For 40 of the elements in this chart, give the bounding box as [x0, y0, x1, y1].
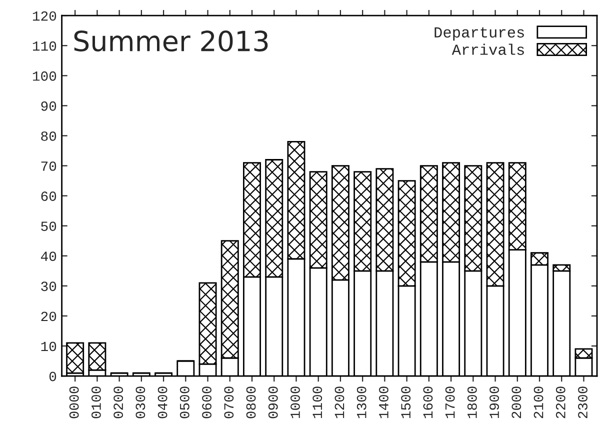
x-tick-label: 1700 — [445, 386, 455, 418]
x-tick-label: 0900 — [268, 386, 278, 418]
y-tick-label: 30 — [41, 282, 56, 292]
x-tick-label: 0600 — [202, 386, 212, 418]
x-tick-label: 2200 — [556, 386, 566, 418]
y-tick-label: 10 — [41, 342, 56, 352]
y-tick-label: 20 — [41, 312, 56, 322]
y-tick-label: 90 — [41, 101, 56, 111]
x-tick-label: 1600 — [423, 386, 433, 418]
x-tick-label: 0400 — [158, 386, 168, 418]
legend-label: Departures — [434, 27, 524, 41]
x-tick-label: 1800 — [467, 386, 477, 418]
x-tick-label: 1900 — [490, 386, 499, 418]
chart-title: Summer 2013 — [74, 30, 268, 52]
x-tick-label: 0500 — [180, 386, 190, 418]
x-tick-label: 1400 — [378, 386, 388, 418]
x-tick-label: 2300 — [578, 386, 588, 418]
x-tick-label: 0800 — [246, 386, 256, 418]
y-tick-label: 100 — [32, 71, 56, 81]
x-tick-label: 1200 — [334, 386, 344, 418]
x-tick-label: 0200 — [114, 386, 124, 418]
x-tick-label: 0300 — [136, 386, 146, 418]
y-tick-label: 120 — [32, 11, 56, 21]
legend-label: Arrivals — [452, 44, 524, 55]
x-tick-label: 2000 — [512, 386, 522, 418]
x-tick-label: 1300 — [356, 386, 366, 418]
x-tick-label: 2100 — [534, 386, 544, 418]
x-tick-label: 1100 — [312, 386, 322, 418]
x-tick-label: 1500 — [401, 386, 411, 418]
y-tick-label: 110 — [32, 41, 56, 51]
x-tick-label: 0700 — [224, 386, 234, 418]
y-tick-label: 80 — [41, 131, 56, 141]
x-tick-label: 0000 — [69, 386, 79, 418]
y-tick-label: 0 — [49, 372, 56, 382]
y-tick-label: 40 — [40, 252, 56, 262]
y-tick-label: 50 — [41, 222, 56, 232]
x-tick-label: 0100 — [91, 386, 101, 418]
x-tick-label: 1000 — [290, 386, 300, 418]
y-tick-label: 70 — [41, 162, 56, 171]
y-tick-label: 60 — [41, 192, 56, 201]
